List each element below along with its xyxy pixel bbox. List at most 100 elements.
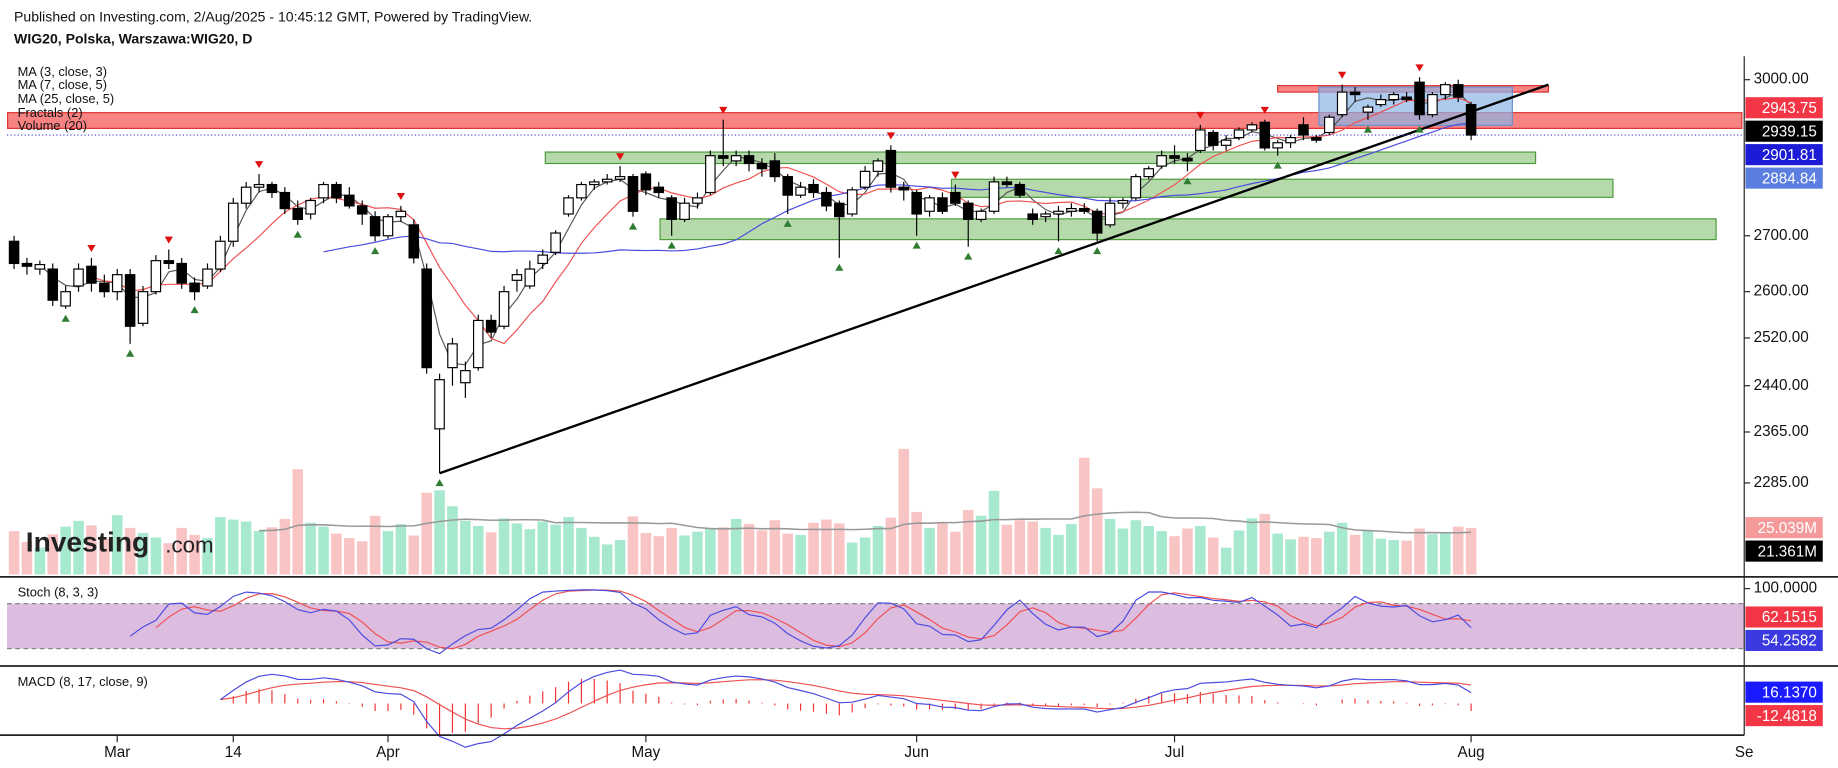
volume-bar	[705, 528, 716, 575]
candle-body	[808, 183, 819, 194]
candle-body	[137, 291, 149, 324]
volume-bar	[821, 519, 832, 575]
price-label: 16.1370	[1762, 684, 1817, 701]
price-labels: 2943.75 2939.15 2901.81 2884.84 25.039M 21.36…	[1745, 97, 1823, 727]
volume-bar	[1066, 524, 1077, 575]
volume-bar	[331, 533, 342, 575]
legend-entry: MA (7, close, 5)	[18, 77, 107, 92]
volume-bar	[1220, 547, 1232, 575]
volume-bar	[137, 532, 149, 575]
volume-bar	[1323, 531, 1335, 575]
volume-bar	[950, 531, 961, 575]
candle-body	[279, 191, 291, 210]
ma-line	[39, 91, 1472, 366]
volume-bar	[124, 527, 136, 575]
candle-body	[576, 183, 587, 199]
x-tick-label: Mar	[104, 744, 130, 761]
candle-body	[202, 268, 213, 287]
volume-bar	[240, 521, 252, 575]
volume-bar	[1027, 521, 1038, 575]
macd-line	[220, 669, 1472, 748]
candle-body	[666, 197, 677, 220]
fractal-up	[1260, 106, 1269, 114]
symbol-title: WIG20, Polska, Warszawa:WIG20, D	[14, 31, 252, 47]
fractal-down	[1363, 125, 1373, 133]
trendline	[439, 83, 1549, 475]
volume-bar	[485, 532, 497, 575]
legend-entry: Stoch (8, 3, 3)	[18, 585, 99, 600]
volume-bar	[756, 530, 768, 575]
volume-bar	[511, 523, 523, 575]
fractal-up	[1196, 111, 1205, 119]
candle-body	[1040, 213, 1051, 218]
candle-body	[1001, 181, 1013, 186]
volume-bar	[447, 506, 458, 575]
candle-body	[1053, 210, 1064, 215]
volume-bar	[1298, 536, 1309, 575]
volume-bar	[601, 544, 613, 575]
volume-bar	[176, 527, 187, 575]
volume-bar	[692, 531, 703, 575]
logo-brand: Investing	[26, 526, 149, 557]
candle-body	[331, 183, 342, 199]
stoch-pane	[7, 589, 1745, 655]
candle-body	[1285, 137, 1296, 144]
candle-body	[163, 260, 175, 265]
axes: 3000.00 2700.00 2600.00 2520.00 2440.00 2365.…	[0, 56, 1838, 761]
volume-bar	[1117, 528, 1129, 575]
volume-bar	[1440, 532, 1451, 575]
volume-bar	[1014, 520, 1026, 575]
volume-bar	[215, 517, 226, 575]
volume-bar	[808, 522, 819, 575]
candle-body	[550, 232, 561, 253]
volume-bar	[1259, 513, 1271, 575]
legend-entry: MACD (8, 17, close, 9)	[18, 674, 148, 689]
volume-bar	[1104, 518, 1116, 575]
zone	[659, 218, 1717, 241]
y-tick-label: 2700.00	[1754, 227, 1809, 244]
volume-bar	[627, 516, 639, 575]
candle-body	[395, 210, 407, 218]
volume-bar	[408, 535, 420, 575]
volume-bar	[318, 526, 329, 575]
candle-body	[885, 149, 897, 188]
candle-body	[705, 155, 716, 194]
candle-body	[292, 207, 304, 220]
volume-bar	[369, 515, 381, 575]
fractal-up	[886, 132, 895, 140]
candle-body	[898, 186, 910, 191]
volume-bar	[859, 537, 871, 575]
fractal-up	[396, 192, 405, 201]
fractal-up	[719, 106, 728, 114]
candle-body	[1117, 199, 1129, 204]
candle-body	[537, 254, 549, 265]
x-tick-label: May	[631, 744, 660, 761]
price-label: 2901.81	[1762, 147, 1817, 164]
volume-bar	[472, 525, 484, 575]
candle-body	[834, 202, 845, 218]
candle-body	[434, 379, 445, 430]
candle-body	[1375, 99, 1387, 106]
volume-bar	[86, 525, 97, 575]
candle-body	[485, 319, 497, 333]
volume-bar	[1246, 518, 1258, 575]
price-label: 2939.15	[1762, 123, 1817, 140]
volume-bar	[640, 532, 652, 575]
candle-body	[498, 291, 510, 327]
volume-ma-line	[259, 511, 1472, 534]
candle-body	[730, 155, 742, 162]
candle-body	[846, 189, 858, 215]
main-pane	[7, 64, 1745, 487]
volume-bar	[911, 511, 922, 575]
volume-bar	[1143, 525, 1155, 575]
candle-body	[21, 262, 33, 267]
volume-bar	[47, 534, 59, 575]
x-tick-label: 14	[225, 744, 242, 761]
volume-bar	[434, 490, 445, 575]
candle-body	[1130, 176, 1142, 199]
volume-bar	[305, 522, 316, 575]
volume-bar	[1169, 536, 1180, 575]
volume-bar	[421, 492, 432, 575]
price-label: 62.1515	[1762, 609, 1817, 626]
